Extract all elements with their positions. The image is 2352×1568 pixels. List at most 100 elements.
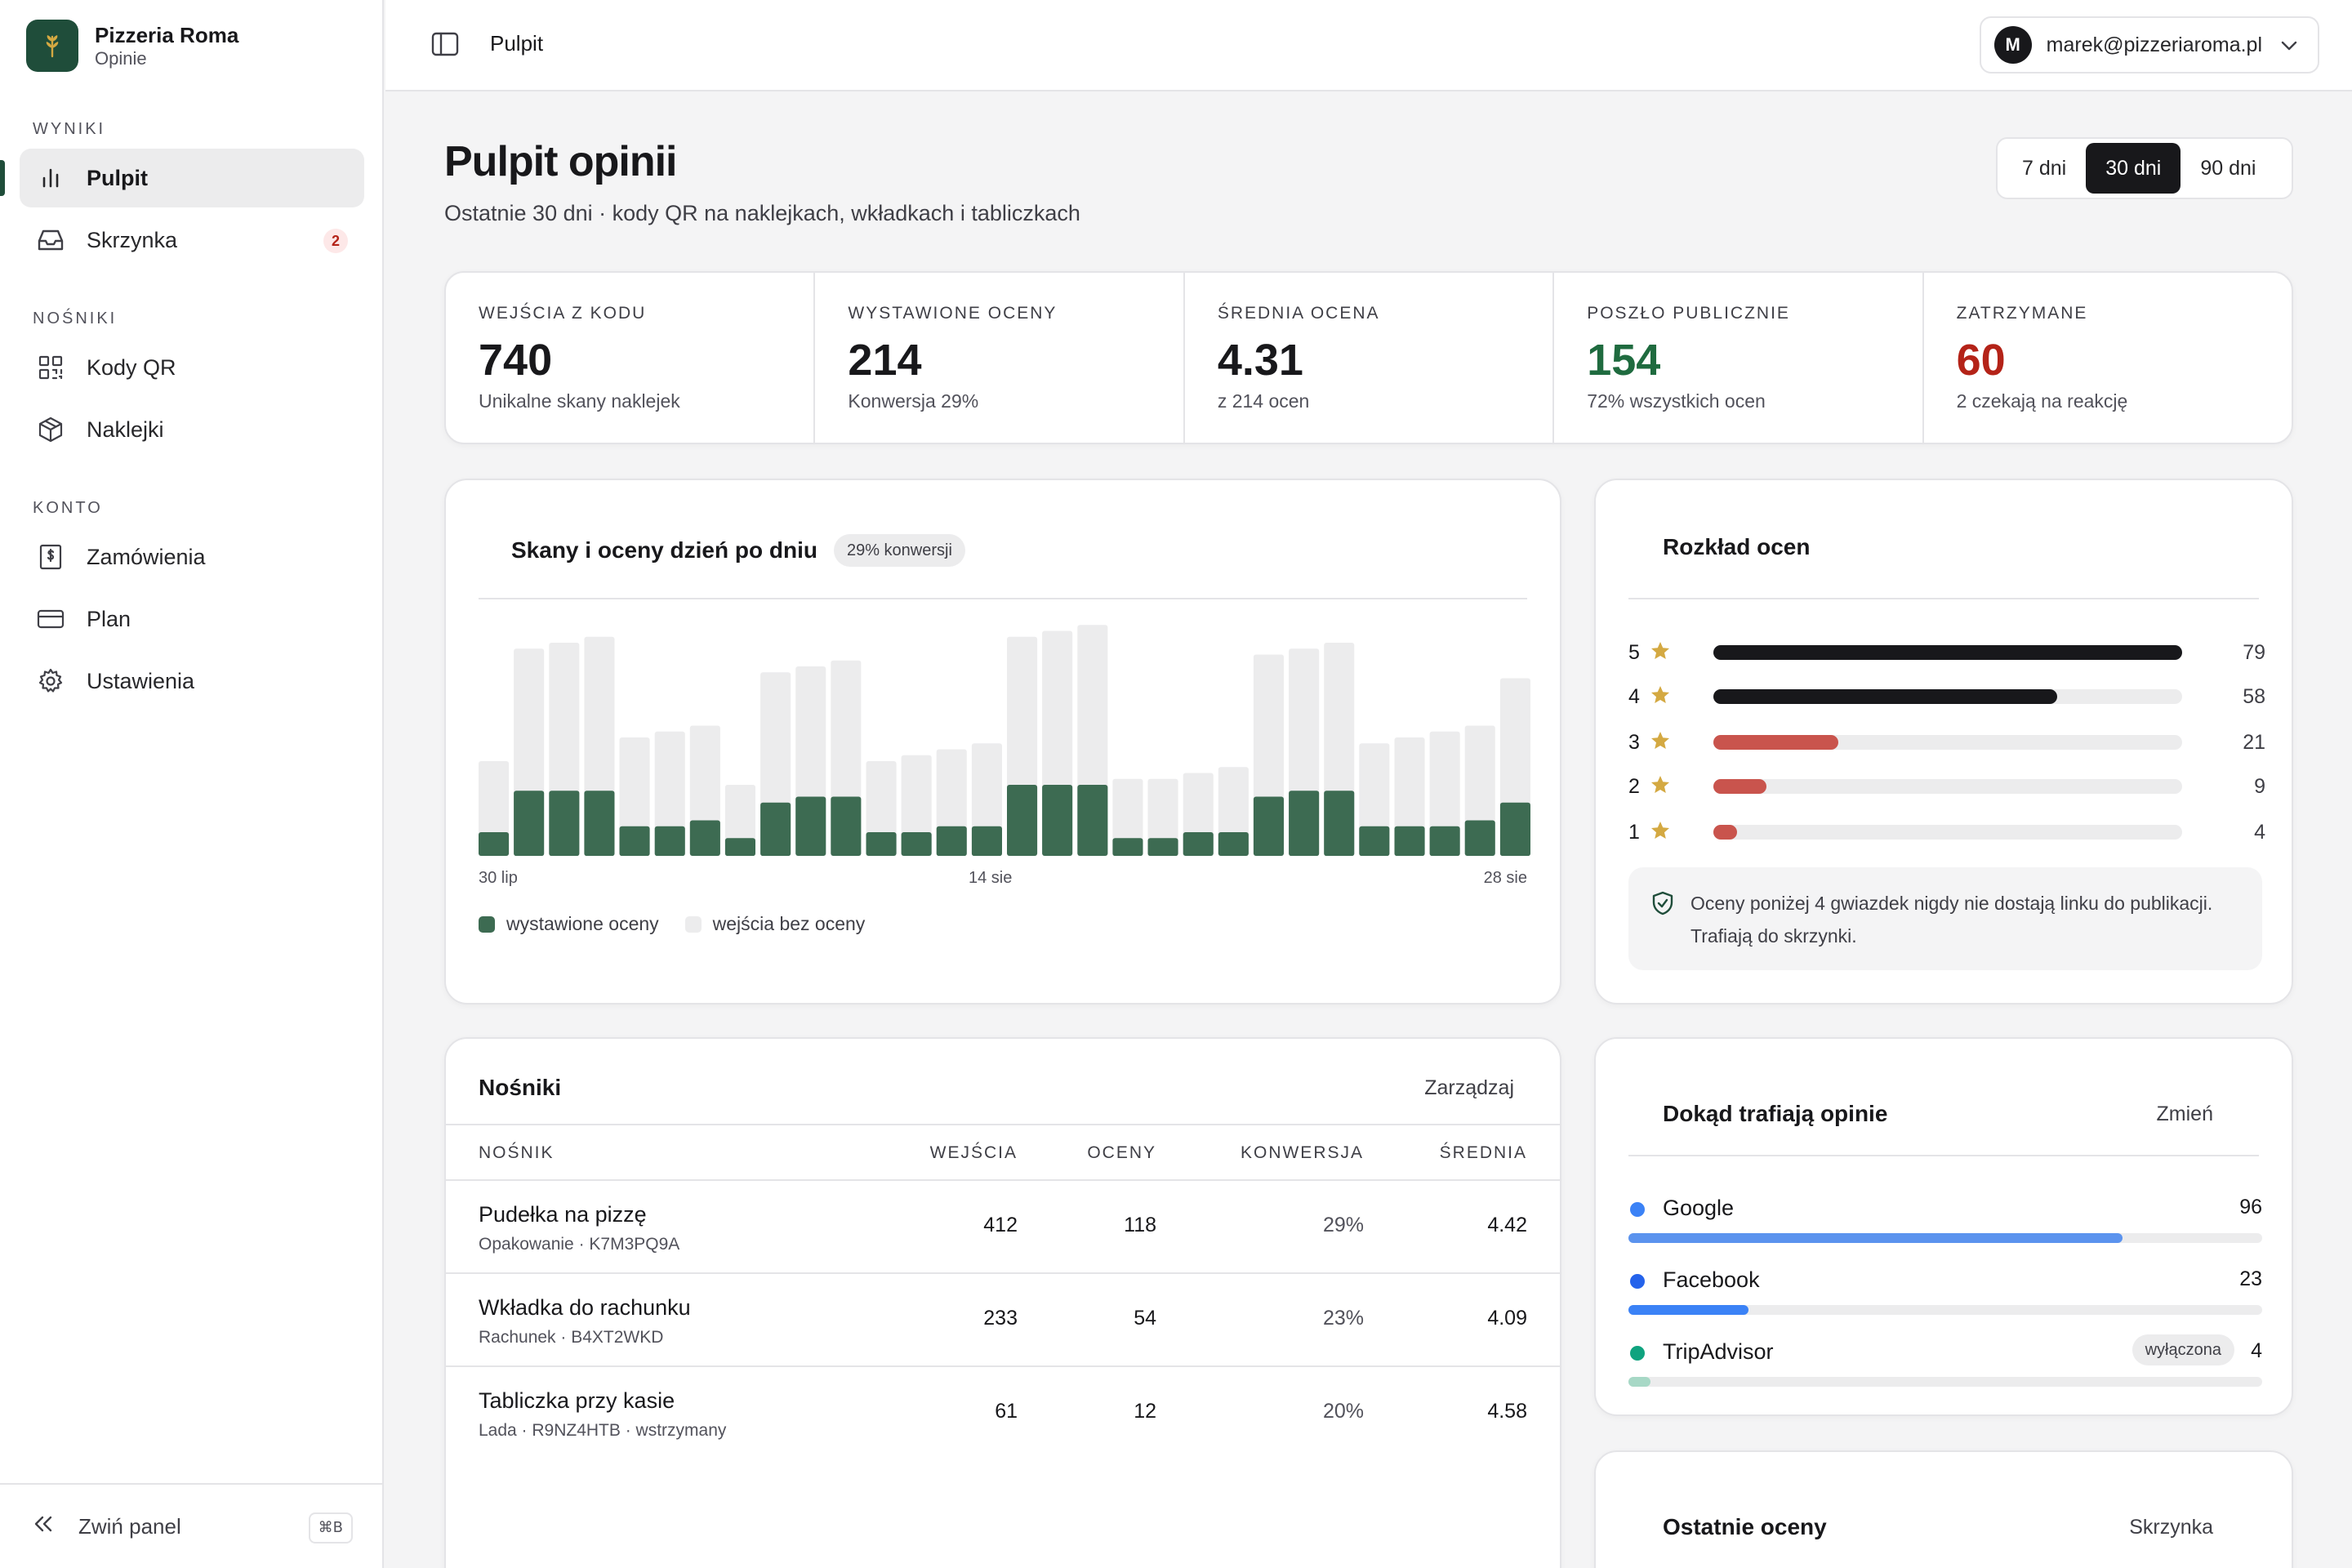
destination-row-facebook[interactable]: Facebook 23	[1628, 1267, 2262, 1325]
sidebar-item-pulpit[interactable]: Pulpit	[0, 149, 364, 207]
ratings-cell: 54	[1134, 1307, 1156, 1330]
bar-ratings[interactable]	[866, 832, 897, 856]
bar-ratings[interactable]	[1464, 820, 1495, 857]
carrier-meta: Lada · R9NZ4HTB · wstrzymany	[479, 1421, 727, 1440]
kpi-label: POSZŁO PUBLICZNIE	[1587, 304, 1790, 323]
chart-legend: wystawione oceny wejścia bez oceny	[479, 913, 865, 935]
table-row[interactable]: Wkładka do rachunku Rachunek · B4XT2WKD …	[446, 1274, 1560, 1367]
bar-ratings[interactable]	[1007, 785, 1038, 856]
kpi-average: ŚREDNIA OCENA 4.31 z 214 ocen	[1185, 273, 1555, 443]
nav-heading: NOŚNIKI	[33, 310, 118, 327]
rating-row[interactable]: 5 79	[1628, 640, 2265, 665]
range-90-days[interactable]: 90 dni	[2200, 157, 2256, 180]
disabled-badge: wyłączona	[2132, 1334, 2234, 1365]
destinations-title: Dokąd trafiają opinie	[1663, 1101, 1888, 1126]
nav-section-results: WYNIKI Pulpit Skrzynka 2	[0, 113, 384, 270]
bar-ratings[interactable]	[901, 832, 932, 856]
bar-ratings[interactable]	[1394, 826, 1425, 856]
bar-ratings[interactable]	[689, 820, 720, 857]
range-30-days[interactable]: 30 dni	[2086, 143, 2181, 194]
column-header[interactable]: NOŚNIK	[479, 1143, 555, 1162]
kpi-subtext: 2 czekają na reakcję	[1956, 390, 2128, 412]
brand-name: Pizzeria Roma	[95, 23, 239, 47]
chevron-down-icon	[2280, 33, 2298, 57]
sidebar-item-zamowienia[interactable]: Zamówienia	[20, 528, 364, 586]
share-bar-fill	[1628, 1305, 1749, 1315]
bar-ratings[interactable]	[1499, 802, 1530, 856]
moderation-note: Oceny poniżej 4 gwiazdek nigdy nie dosta…	[1628, 867, 2262, 970]
range-7-days[interactable]: 7 dni	[2022, 157, 2067, 180]
sidebar-item-plan[interactable]: Plan	[20, 590, 364, 648]
destination-row-google[interactable]: Google 96	[1628, 1196, 2262, 1253]
star-level: 4	[1628, 684, 1640, 708]
sidebar-item-kody-qr[interactable]: Kody QR	[20, 338, 364, 397]
rating-bar-fill	[1713, 825, 1738, 840]
column-header[interactable]: KONWERSJA	[1240, 1143, 1364, 1162]
bar-visits[interactable]	[1429, 731, 1460, 856]
bar-ratings[interactable]	[584, 791, 615, 856]
bar-chart-icon	[36, 163, 65, 193]
bar-ratings[interactable]	[1359, 826, 1390, 856]
bar-ratings[interactable]	[1429, 826, 1460, 856]
column-header[interactable]: ŚREDNIA	[1439, 1143, 1527, 1162]
bar-visits[interactable]	[1112, 778, 1143, 856]
rating-row[interactable]: 3 21	[1628, 730, 2265, 755]
collapse-panel-button[interactable]: Zwiń panel ⌘B	[0, 1483, 384, 1568]
bar-visits[interactable]	[724, 785, 755, 856]
topbar: Pulpit M marek@pizzeriaroma.pl	[385, 0, 2352, 91]
sidebar-item-naklejki[interactable]: Naklejki	[20, 400, 364, 459]
bar-ratings[interactable]	[479, 832, 510, 856]
table-row[interactable]: Pudełka na pizzę Opakowanie · K7M3PQ9A 4…	[446, 1181, 1560, 1274]
brand[interactable]: Pizzeria Roma Opinie	[26, 20, 238, 72]
bar-ratings[interactable]	[1218, 832, 1249, 856]
bar-visits[interactable]	[1147, 778, 1178, 856]
bar-ratings[interactable]	[1289, 791, 1320, 856]
credit-card-icon	[36, 604, 65, 634]
page-subtitle: Ostatnie 30 dni · kody QR na naklejkach,…	[444, 201, 1080, 225]
inbox-link[interactable]: Skrzynka	[2129, 1515, 2213, 1539]
sidebar-item-ustawienia[interactable]: Ustawienia	[20, 652, 364, 710]
bar-ratings[interactable]	[936, 826, 967, 856]
bar-visits[interactable]	[654, 731, 685, 856]
bar-ratings[interactable]	[1147, 838, 1178, 856]
kpi-visits: WEJŚCIA Z KODU 740 Unikalne skany naklej…	[446, 273, 816, 443]
column-header[interactable]: WEJŚCIA	[929, 1143, 1018, 1162]
table-row[interactable]: Tabliczka przy kasie Lada · R9NZ4HTB · w…	[446, 1367, 1560, 1460]
bar-ratings[interactable]	[654, 826, 685, 856]
column-header[interactable]: OCENY	[1087, 1143, 1156, 1162]
bar-ratings[interactable]	[1253, 796, 1284, 857]
bar-ratings[interactable]	[1077, 785, 1108, 856]
rating-bar-fill	[1713, 735, 1838, 750]
sidebar-item-label: Plan	[87, 606, 131, 631]
share-bar-fill	[1628, 1377, 1651, 1387]
destination-row-tripadvisor[interactable]: TripAdvisor 4 wyłączona	[1628, 1334, 2262, 1396]
manage-link[interactable]: Zarządzaj	[1424, 1076, 1514, 1099]
sidebar-toggle-icon[interactable]	[431, 31, 459, 61]
bar-ratings[interactable]	[514, 791, 545, 856]
bar-ratings[interactable]	[619, 826, 650, 856]
bar-ratings[interactable]	[831, 796, 862, 857]
conversion-cell: 20%	[1322, 1400, 1364, 1423]
bar-visits[interactable]	[619, 737, 650, 856]
bar-ratings[interactable]	[971, 826, 1002, 856]
bar-ratings[interactable]	[1112, 838, 1143, 856]
bar-ratings[interactable]	[1183, 832, 1214, 856]
bar-ratings[interactable]	[1042, 785, 1073, 856]
rating-row[interactable]: 4 58	[1628, 684, 2265, 709]
receipt-icon	[36, 542, 65, 572]
change-link[interactable]: Zmień	[2156, 1102, 2213, 1125]
carriers-title: Nośniki	[479, 1075, 562, 1100]
bar-ratings[interactable]	[760, 802, 791, 856]
sidebar-item-skrzynka[interactable]: Skrzynka 2	[20, 211, 364, 270]
bar-ratings[interactable]	[724, 838, 755, 856]
bar-visits[interactable]	[901, 755, 932, 856]
bar-ratings[interactable]	[1324, 791, 1355, 856]
bar-ratings[interactable]	[795, 796, 826, 857]
star-level: 5	[1628, 640, 1640, 664]
bar-ratings[interactable]	[549, 791, 580, 856]
share-bar-fill	[1628, 1233, 2123, 1243]
user-menu-button[interactable]: M marek@pizzeriaroma.pl	[1979, 16, 2319, 74]
bar-visits[interactable]	[1394, 737, 1425, 856]
